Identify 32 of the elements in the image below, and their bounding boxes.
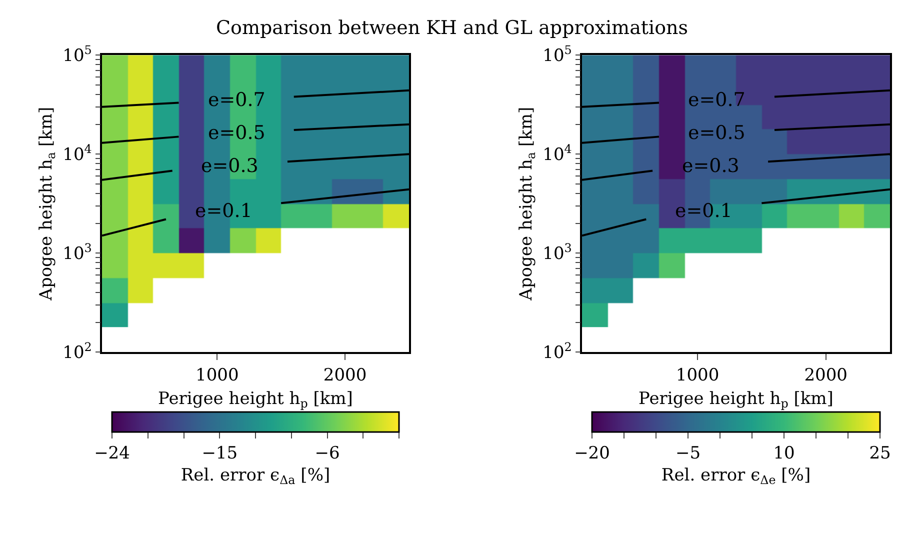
color-bar-label: 10 (773, 444, 795, 464)
series-label: e=0.5 (208, 122, 266, 144)
y-tick-label: 10$^{3}$ (62, 240, 92, 264)
color-bar-title: Rel. error ϵ$_{Δa}$ [%] (180, 466, 330, 488)
color-bar-label: −24 (94, 444, 130, 464)
x-tick-label: 2000 (323, 365, 367, 386)
series-label: e=0.7 (688, 89, 746, 111)
x-axis-title: Perigee height h$_{p}$ [km] (158, 389, 353, 411)
series-label: e=0.3 (682, 155, 740, 177)
color-bar-label: 25 (869, 444, 891, 464)
series-label: e=0.3 (201, 155, 258, 177)
x-tick-label: 2000 (804, 365, 848, 386)
y-tick-label: 10$^{4}$ (542, 142, 572, 166)
text: Comparison between KH and GL approximations (216, 17, 688, 39)
y-tick-label: 10$^{2}$ (62, 340, 92, 364)
series-label: e=0.7 (208, 89, 266, 111)
color-bar-title: Rel. error ϵ$_{Δe}$ [%] (661, 466, 811, 488)
color-bar-label: −5 (675, 444, 701, 464)
x-axis-title: Perigee height h$_{p}$ [km] (638, 389, 834, 411)
series-label: e=0.1 (675, 200, 732, 222)
y-tick-label: 10$^{4}$ (62, 142, 92, 166)
y-tick-label: 10$^{5}$ (62, 42, 92, 66)
y-tick-label: 10$^{2}$ (542, 340, 572, 364)
color-bar-label: −20 (574, 444, 610, 464)
series-label: e=0.5 (688, 122, 746, 144)
series-label: e=0.1 (195, 200, 252, 222)
y-tick-label: 10$^{3}$ (542, 240, 572, 264)
x-tick-label: 1000 (676, 365, 720, 386)
color-bar-label: −6 (314, 444, 340, 464)
y-tick-label: 10$^{5}$ (542, 42, 572, 66)
x-tick-label: 1000 (195, 365, 239, 386)
color-bar-label: −15 (202, 444, 238, 464)
